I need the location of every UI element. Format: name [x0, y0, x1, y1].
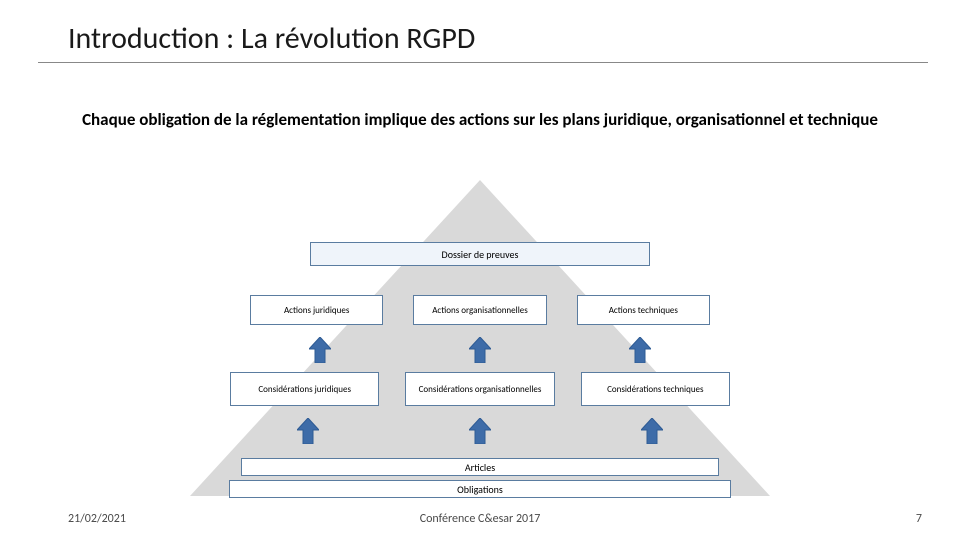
box-considerations-juridiques: Considérations juridiques [230, 372, 379, 406]
pyramid-row-considerations: Considérations juridiques Considérations… [230, 372, 730, 406]
box-considerations-techniques: Considérations techniques [581, 372, 730, 406]
footer-conference: Conférence C&esar 2017 [0, 512, 960, 526]
pyramid-diagram: Dossier de preuves Actions juridiques Ac… [190, 180, 770, 500]
box-obligations: Obligations [229, 480, 731, 498]
arrow-up-icon [309, 337, 331, 363]
pyramid-row-dossier: Dossier de preuves [310, 242, 650, 266]
box-actions-techniques: Actions techniques [577, 295, 710, 325]
slide-title: Introduction : La révolution RGPD [68, 20, 475, 57]
arrow-up-icon [629, 337, 651, 363]
box-articles: Articles [241, 458, 719, 476]
footer-page-number: 7 [916, 512, 922, 526]
pyramid-row-obligations: Obligations [229, 480, 731, 498]
subtitle: Chaque obligation de la réglementation i… [0, 104, 960, 136]
title-underline [38, 62, 928, 63]
subtitle-text: Chaque obligation de la réglementation i… [82, 109, 878, 130]
pyramid-row-actions: Actions juridiques Actions organisationn… [250, 295, 710, 325]
arrow-up-icon [641, 418, 663, 444]
box-actions-organisationnelles: Actions organisationnelles [413, 295, 546, 325]
arrow-up-icon [469, 418, 491, 444]
box-considerations-organisationnelles: Considérations organisationnelles [405, 372, 554, 406]
pyramid-row-articles: Articles [241, 458, 719, 476]
box-dossier: Dossier de preuves [310, 242, 650, 266]
box-actions-juridiques: Actions juridiques [250, 295, 383, 325]
arrow-up-icon [469, 337, 491, 363]
arrow-up-icon [297, 418, 319, 444]
